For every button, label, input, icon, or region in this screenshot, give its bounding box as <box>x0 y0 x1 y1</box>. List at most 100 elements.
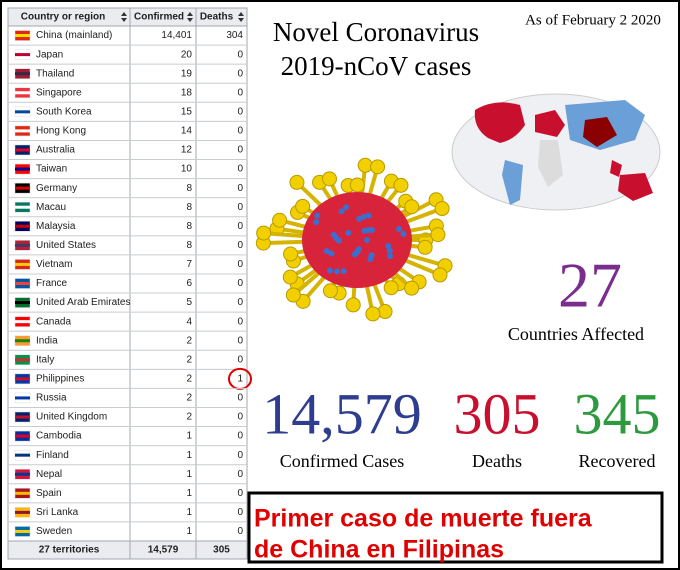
stat-value: 345 <box>574 381 661 446</box>
virus-spike-head <box>282 269 298 285</box>
flag-detail <box>15 529 30 533</box>
virus-spike-head <box>370 159 386 175</box>
flag-detail <box>15 91 30 95</box>
virus-spike-head <box>430 227 446 243</box>
virus-dot <box>314 212 321 219</box>
flag-detail <box>15 53 30 57</box>
virus-spike-head <box>272 212 288 228</box>
virus-spike-head <box>289 174 305 190</box>
stat-value: 14,579 <box>262 381 422 446</box>
virus-spike-head <box>377 304 393 320</box>
confirmed-count: 14 <box>181 126 193 137</box>
confirmed-count: 2 <box>186 335 192 346</box>
virus-spike-head <box>322 283 338 299</box>
footer-total: 305 <box>213 545 230 556</box>
country-name: Australia <box>36 145 75 156</box>
flag-detail <box>15 148 30 152</box>
flag-detail <box>15 453 30 457</box>
virus-spike-head <box>295 198 311 214</box>
virus-dot <box>385 242 392 249</box>
flag-detail <box>15 339 30 343</box>
death-count: 1 <box>237 374 243 385</box>
confirmed-count: 1 <box>186 431 192 442</box>
case-table: Country or region Confirmed Deaths China (ma… <box>7 7 252 560</box>
country-name: United Arab Emirates <box>36 297 131 308</box>
virus-dot <box>333 268 340 275</box>
death-count: 304 <box>226 30 243 41</box>
flag-detail <box>15 510 30 514</box>
virus-spike-head <box>383 280 399 296</box>
stat-label: Countries Affected <box>508 324 644 344</box>
country-name: Philippines <box>36 374 84 385</box>
world-map <box>451 93 661 211</box>
title-line: 2019-nCoV cases <box>281 51 472 81</box>
flag-detail <box>15 243 30 247</box>
column-header: Deaths <box>200 12 234 23</box>
confirmed-count: 1 <box>186 469 192 480</box>
country-name: United States <box>36 240 96 251</box>
confirmed-count: 1 <box>186 507 192 518</box>
country-name: Cambodia <box>36 431 82 442</box>
sort-icon <box>238 12 244 22</box>
death-count: 0 <box>237 316 243 327</box>
table-header <box>7 7 248 27</box>
virus-dot <box>328 250 335 257</box>
virus-dot <box>336 237 343 244</box>
footer-total: 14,579 <box>148 545 179 556</box>
confirmed-count: 20 <box>181 49 193 60</box>
death-count: 0 <box>237 221 243 232</box>
virus-spike-head <box>393 177 409 193</box>
sort-icon <box>187 12 193 22</box>
flag-detail <box>15 320 30 324</box>
confirmed-count: 6 <box>186 278 192 289</box>
virus-spike-head <box>321 171 337 187</box>
virus-dot <box>355 246 362 253</box>
death-count: 0 <box>237 126 243 137</box>
death-count: 0 <box>237 335 243 346</box>
country-name: Japan <box>36 49 63 60</box>
confirmed-count: 5 <box>186 297 192 308</box>
country-name: South Korea <box>36 106 92 117</box>
death-count: 0 <box>237 469 243 480</box>
country-name: Malaysia <box>36 221 76 232</box>
caption-line: de China en Filipinas <box>254 536 504 564</box>
title-line: Novel Coronavirus <box>273 17 479 47</box>
death-count: 0 <box>237 106 243 117</box>
flag-detail <box>15 186 30 190</box>
confirmed-count: 2 <box>186 374 192 385</box>
virus-dot <box>387 252 394 259</box>
country-name: Nepal <box>36 469 62 480</box>
country-note: (mainland) <box>65 30 112 41</box>
confirmed-count: 8 <box>186 202 192 213</box>
country-name: Finland <box>36 450 69 461</box>
death-count: 0 <box>237 297 243 308</box>
confirmed-count: 4 <box>186 316 192 327</box>
country-name: United Kingdom <box>36 412 107 423</box>
virus-dot <box>313 219 320 226</box>
virus-dot <box>338 208 345 215</box>
virus-illustration <box>255 157 453 322</box>
column-header: Country or region <box>21 12 105 23</box>
virus-spike-head <box>404 199 420 215</box>
stat-label: Deaths <box>472 451 522 471</box>
flag-detail <box>15 205 30 209</box>
confirmed-count: 15 <box>181 106 193 117</box>
country-name: Canada <box>36 316 71 327</box>
death-count: 0 <box>237 507 243 518</box>
flag-detail <box>15 415 30 419</box>
death-count: 0 <box>237 87 243 98</box>
virus-dot <box>386 247 393 254</box>
caption-box <box>247 491 664 564</box>
death-count: 0 <box>237 412 243 423</box>
stat-label: Recovered <box>579 451 656 471</box>
country-name: Macau <box>36 202 66 213</box>
confirmed-count: 7 <box>186 259 192 270</box>
death-count: 0 <box>237 183 243 194</box>
virus-dot <box>396 225 403 232</box>
death-count: 0 <box>237 240 243 251</box>
flag-detail <box>15 110 30 114</box>
virus-spike-head <box>404 280 420 296</box>
virus-dot <box>365 212 372 219</box>
caption-line: Primer caso de muerte fuera <box>254 505 593 533</box>
